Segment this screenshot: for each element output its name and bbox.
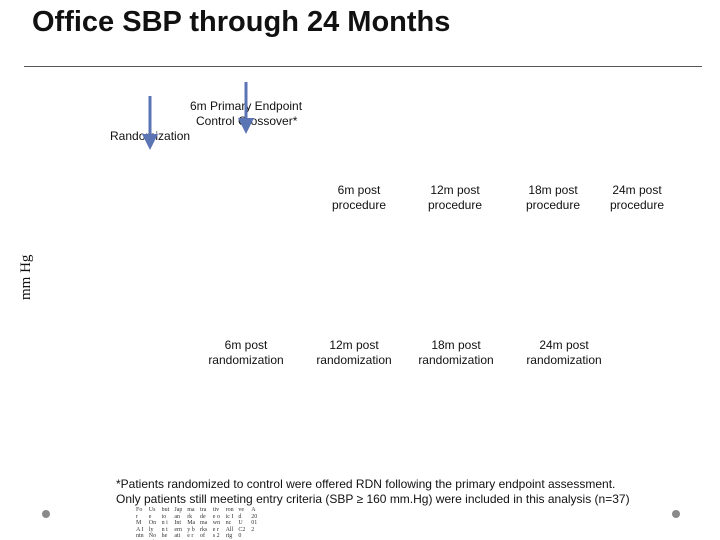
- tick-line: procedure: [609, 198, 665, 212]
- next-slide-dot[interactable]: [672, 510, 680, 518]
- top-tick-18m: 18m post procedure: [513, 183, 593, 213]
- tick-line: randomization: [418, 353, 494, 367]
- tick-line: 18m post: [431, 338, 481, 352]
- tick-line: procedure: [525, 198, 581, 212]
- fine-print-column: butio n in the USA or: [161, 507, 170, 540]
- bottom-tick-18m: 18m post randomization: [416, 338, 496, 368]
- bottom-tick-24m: 24m post randomization: [524, 338, 604, 368]
- tick-line: 12m post: [430, 183, 480, 197]
- prev-slide-dot[interactable]: [42, 510, 50, 518]
- fine-print-column: Japan Intern ation al use only: [174, 507, 183, 540]
- bottom-tick-6m: 6m post randomization: [206, 338, 286, 368]
- tick-line: 6m post: [224, 338, 268, 352]
- fine-print-column: A 2001 2: [251, 507, 258, 533]
- tick-line: 24m post: [612, 183, 662, 197]
- tick-line: randomization: [526, 353, 602, 367]
- top-tick-12m: 12m post procedure: [415, 183, 495, 213]
- tick-line: 12m post: [329, 338, 379, 352]
- fine-print-column: For MA Intn atio nal: [136, 507, 144, 540]
- title-divider: [24, 66, 702, 67]
- fine-print-column: tive owne rs 2019 Medt: [212, 507, 221, 540]
- fine-print-column: ved UC20 XXX EN IDC: [238, 507, 246, 540]
- bottom-tick-12m: 12m post randomization: [314, 338, 394, 368]
- fine-print-column: ronic Inc All rights reser: [225, 507, 234, 540]
- fine-print-column: Use Only Not for distri: [148, 507, 157, 540]
- tick-line: procedure: [427, 198, 483, 212]
- tick-line: randomization: [208, 353, 284, 367]
- tick-line: procedure: [331, 198, 387, 212]
- tick-line: 18m post: [528, 183, 578, 197]
- tick-line: 24m post: [539, 338, 589, 352]
- fine-print-column: trade marks of their respec: [200, 507, 208, 540]
- crossover-arrow: [238, 82, 254, 134]
- slide-title: Office SBP through 24 Months: [32, 6, 451, 38]
- fine-print-column: mark May be regis tered: [187, 507, 196, 540]
- footnote-line-1: *Patients randomized to control were off…: [116, 477, 616, 491]
- top-tick-24m: 24m post procedure: [597, 183, 677, 213]
- randomization-arrow: [142, 96, 158, 150]
- y-axis-label: mm Hg: [18, 254, 34, 300]
- tick-line: randomization: [316, 353, 392, 367]
- footnote-line-2: Only patients still meeting entry criter…: [116, 492, 630, 506]
- top-tick-6m: 6m post procedure: [319, 183, 399, 213]
- tick-line: 6m post: [337, 183, 381, 197]
